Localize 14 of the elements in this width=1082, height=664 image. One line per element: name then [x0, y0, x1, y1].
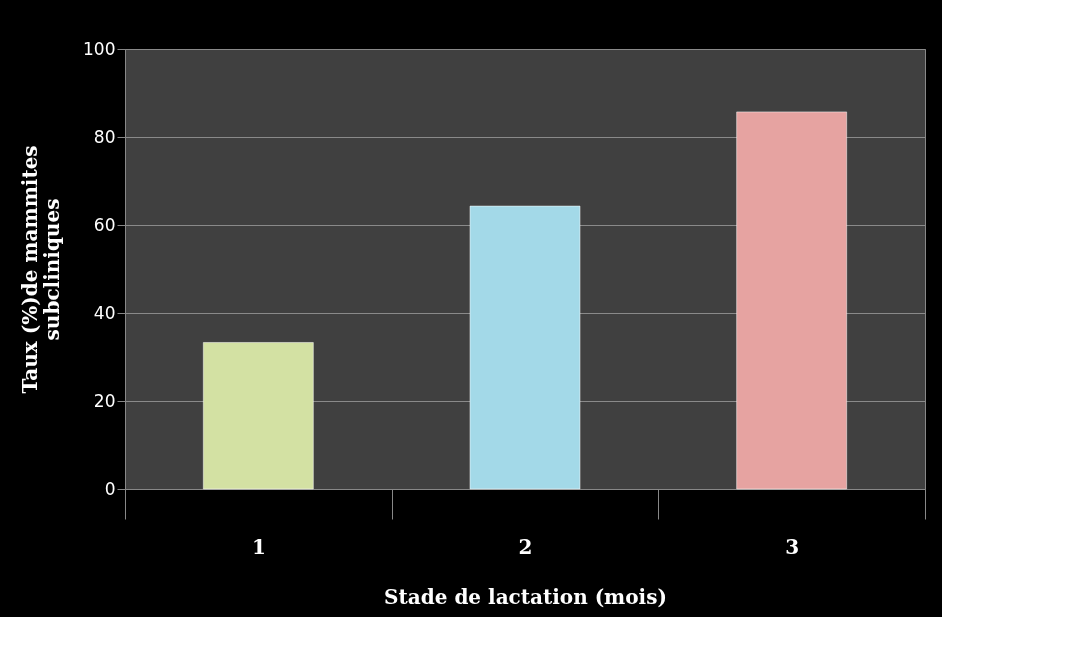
- y-tick-label: 40: [93, 302, 116, 323]
- x-tick-label: 2: [518, 534, 533, 559]
- y-axis-title: Taux (%)de mammites subcliniques: [18, 145, 65, 394]
- y-tick-label: 80: [93, 126, 116, 147]
- x-tick-label: 3: [785, 534, 800, 559]
- bar: [469, 205, 581, 490]
- x-axis-title: Stade de lactation (mois): [384, 584, 667, 609]
- bar: [736, 111, 848, 490]
- y-tick-label: 60: [93, 214, 116, 235]
- x-tick-label: 1: [251, 534, 266, 559]
- y-tick-label: 0: [104, 478, 116, 499]
- y-tick-label: 20: [93, 390, 116, 411]
- bar: [202, 341, 314, 490]
- y-tick-label: 100: [83, 38, 116, 59]
